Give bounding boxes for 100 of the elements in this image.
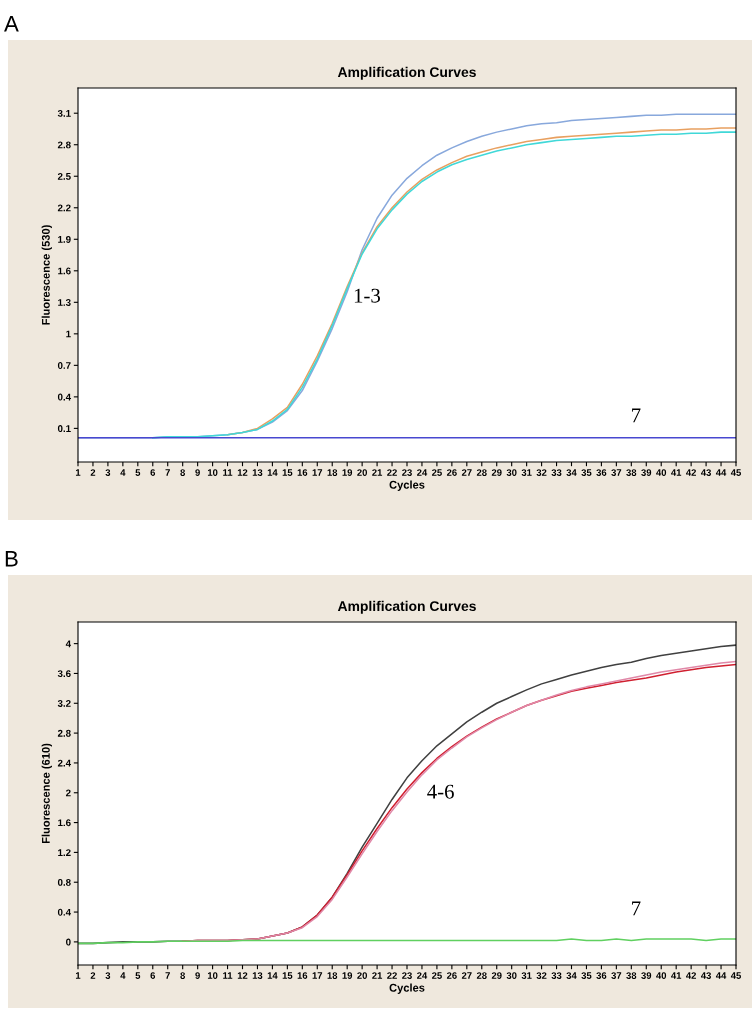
x-tick-label: 3 xyxy=(105,469,111,476)
y-tick-label: 2.8 xyxy=(57,141,71,149)
x-tick-label: 25 xyxy=(431,972,442,979)
x-tick-label: 36 xyxy=(596,972,607,979)
x-tick-label: 14 xyxy=(267,972,278,979)
x-tick-label: 1 xyxy=(75,972,81,979)
text: A xyxy=(4,16,19,32)
x-tick-label: 28 xyxy=(476,469,487,476)
annotation: 1-3 xyxy=(354,288,380,303)
x-tick-label: 4 xyxy=(120,972,126,979)
x-tick-label: 42 xyxy=(686,469,697,476)
y-tick-label: 3.1 xyxy=(57,109,71,117)
y-tick-label: 0.7 xyxy=(57,362,71,369)
x-tick-label: 13 xyxy=(252,972,263,979)
x-tick-label: 12 xyxy=(237,469,248,476)
x-tick-label: 15 xyxy=(282,972,293,979)
x-tick-label: 8 xyxy=(180,972,186,979)
x-tick-label: 2 xyxy=(90,972,96,979)
x-tick-label: 37 xyxy=(611,972,622,979)
y-tick-label: 1 xyxy=(66,330,71,338)
x-tick-label: 19 xyxy=(342,469,353,476)
annotation: 7 xyxy=(632,408,641,423)
x-tick-label: 21 xyxy=(372,469,383,476)
x-tick-label: 7 xyxy=(165,469,170,476)
x-tick-label: 41 xyxy=(671,469,682,476)
annotation: 7 xyxy=(632,901,641,916)
x-tick-label: 38 xyxy=(626,469,637,476)
y-axis-title: Fluorescence (530) xyxy=(41,225,52,325)
y-tick-label: 1.2 xyxy=(58,849,71,856)
x-tick-label: 26 xyxy=(446,972,457,979)
y-tick-label: 0.4 xyxy=(57,393,71,401)
x-tick-label: 29 xyxy=(491,469,502,476)
x-tick-label: 21 xyxy=(372,972,383,979)
y-tick-label: 0 xyxy=(66,938,71,946)
x-tick-label: 33 xyxy=(551,972,562,979)
x-tick-label: 31 xyxy=(521,469,532,476)
x-tick-label: 43 xyxy=(700,469,711,476)
x-tick-label: 9 xyxy=(195,469,200,476)
text: B xyxy=(5,551,18,567)
x-tick-label: 13 xyxy=(252,469,263,476)
x-tick-label: 38 xyxy=(626,972,637,979)
x-tick-label: 17 xyxy=(312,469,323,476)
x-tick-label: 36 xyxy=(596,469,607,476)
x-tick-label: 30 xyxy=(506,972,517,979)
x-tick-label: 20 xyxy=(357,972,367,979)
x-tick-label: 39 xyxy=(641,972,652,979)
x-tick-label: 27 xyxy=(461,972,472,979)
y-tick-label: 0.8 xyxy=(57,878,71,886)
x-tick-label: 35 xyxy=(581,972,592,979)
x-tick-label: 44 xyxy=(715,469,727,476)
x-tick-label: 37 xyxy=(611,469,622,476)
x-tick-label: 34 xyxy=(566,972,577,979)
x-tick-label: 44 xyxy=(715,972,727,979)
x-tick-label: 32 xyxy=(536,469,547,476)
x-tick-label: 31 xyxy=(521,972,532,979)
x-tick-label: 20 xyxy=(357,469,367,476)
x-tick-label: 25 xyxy=(431,469,442,476)
x-tick-label: 22 xyxy=(387,469,397,476)
x-tick-label: 19 xyxy=(342,972,353,979)
y-tick-label: 0.4 xyxy=(57,908,71,916)
y-tick-label: 2.5 xyxy=(57,172,71,180)
x-tick-label: 4 xyxy=(120,469,126,476)
y-tick-label: 1.6 xyxy=(58,267,71,275)
x-tick-label: 43 xyxy=(700,972,711,979)
x-tick-label: 3 xyxy=(105,972,111,979)
x-tick-label: 6 xyxy=(150,972,156,979)
y-tick-label: 3.2 xyxy=(57,700,71,707)
x-tick-label: 1 xyxy=(75,469,81,476)
y-tick-label: 1.9 xyxy=(58,236,71,243)
y-tick-label: 0.1 xyxy=(57,425,71,432)
x-tick-label: 16 xyxy=(297,972,308,979)
x-tick-label: 8 xyxy=(180,469,186,476)
x-tick-label: 45 xyxy=(730,972,741,979)
x-tick-label: 14 xyxy=(267,469,278,476)
x-tick-label: 10 xyxy=(207,972,218,979)
x-tick-label: 32 xyxy=(536,972,547,979)
x-tick-label: 22 xyxy=(387,972,397,979)
y-tick-label: 2.4 xyxy=(57,759,71,767)
x-tick-label: 24 xyxy=(417,972,428,979)
chart-title: Amplification Curves xyxy=(337,66,476,80)
y-tick-label: 1.3 xyxy=(58,299,71,306)
x-tick-label: 5 xyxy=(135,972,141,979)
x-tick-label: 23 xyxy=(402,972,412,979)
x-tick-label: 18 xyxy=(327,469,338,476)
x-tick-label: 16 xyxy=(297,469,308,476)
x-tick-label: 42 xyxy=(686,972,697,979)
x-axis-title: Cycles xyxy=(389,983,425,994)
x-tick-label: 9 xyxy=(195,972,200,979)
x-tick-label: 18 xyxy=(327,972,338,979)
x-tick-label: 2 xyxy=(90,469,96,476)
y-axis-title: Fluorescence (610) xyxy=(41,743,52,844)
y-tick-label: 4 xyxy=(65,640,71,648)
x-tick-label: 40 xyxy=(656,972,667,979)
x-tick-label: 33 xyxy=(551,469,562,476)
x-tick-label: 28 xyxy=(476,972,487,979)
x-tick-label: 24 xyxy=(417,469,428,476)
x-tick-label: 26 xyxy=(446,469,457,476)
y-tick-label: 2.2 xyxy=(57,204,71,212)
annotation: 4-6 xyxy=(427,784,454,799)
y-tick-label: 3.6 xyxy=(57,670,71,678)
